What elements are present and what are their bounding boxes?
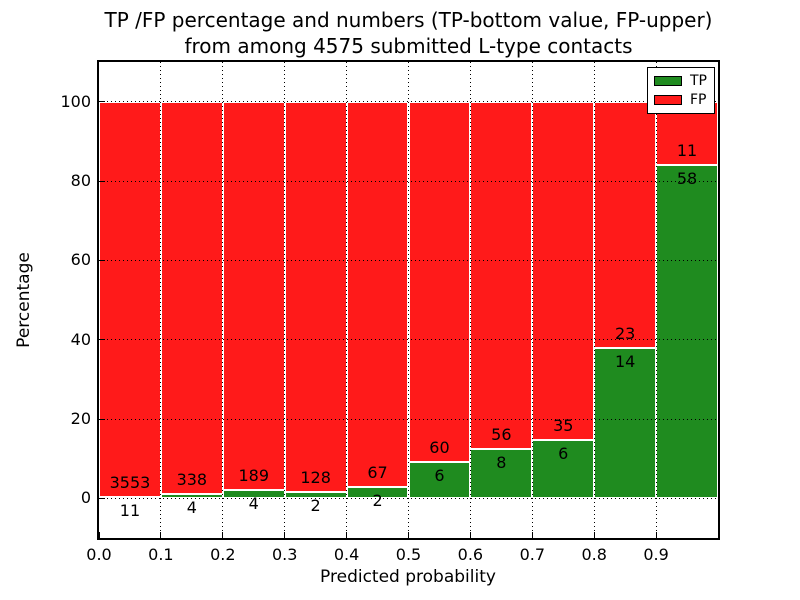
vertical-gridline xyxy=(655,62,657,538)
fp-bar-segment xyxy=(408,101,471,463)
x-tick-label: 0.8 xyxy=(581,545,607,564)
x-tick-mark xyxy=(408,532,409,538)
x-tick-mark xyxy=(346,532,348,538)
y-tick-label: 80 xyxy=(70,171,91,190)
y-tick-label: 100 xyxy=(60,91,91,111)
y-tick-mark xyxy=(99,180,105,182)
legend: TP FP xyxy=(647,67,715,114)
legend-label-fp: FP xyxy=(690,92,707,108)
fp-count-label: 23 xyxy=(614,324,636,344)
tp-bar-segment xyxy=(656,164,718,499)
fp-count-label: 189 xyxy=(238,466,270,486)
x-tick-label: 0.9 xyxy=(643,545,669,564)
plot-inner: 3553 11 338 4 189 4 128 2 67 2 60 6 56 8 35 6 23 14 11 58 xyxy=(99,62,718,538)
fp-count-label: 3553 xyxy=(109,473,151,493)
x-tick-mark xyxy=(469,532,471,538)
vertical-gridline xyxy=(222,62,224,538)
tp-count-label: 2 xyxy=(310,496,321,516)
chart-title-line-1: TP /FP percentage and numbers (TP-bottom… xyxy=(104,8,713,32)
chart-title: TP /FP percentage and numbers (TP-bottom… xyxy=(97,7,720,59)
tp-count-label: 6 xyxy=(434,466,445,486)
chart-title-line-2: from among 4575 submitted L-type contact… xyxy=(184,34,633,58)
fp-count-label: 338 xyxy=(176,469,208,489)
x-tick-mark xyxy=(531,532,533,538)
y-tick-mark xyxy=(99,418,105,420)
fp-color-swatch xyxy=(654,95,682,105)
tp-count-label: 11 xyxy=(119,501,141,521)
x-tick-label: 0.5 xyxy=(395,545,422,564)
x-tick-mark xyxy=(99,532,100,538)
tp-count-label: 14 xyxy=(614,352,636,372)
legend-entry-tp: TP xyxy=(654,74,708,88)
legend-label-tp: TP xyxy=(690,73,707,89)
x-tick-mark xyxy=(160,532,162,538)
fp-bar-segment xyxy=(99,101,161,498)
fp-bar-segment xyxy=(222,101,285,491)
x-tick-mark xyxy=(222,532,224,538)
fp-bar-segment xyxy=(594,101,657,349)
x-tick-label: 0.4 xyxy=(333,545,360,564)
fp-bar-segment xyxy=(470,101,533,449)
vertical-gridline xyxy=(593,62,595,538)
tp-count-label: 2 xyxy=(372,490,383,510)
y-tick-mark xyxy=(99,259,105,261)
fp-bar-segment xyxy=(346,101,409,487)
x-tick-label: 0.7 xyxy=(519,545,546,564)
tp-count-label: 6 xyxy=(558,444,569,464)
y-tick-mark xyxy=(99,101,105,103)
tp-bar-segment xyxy=(594,348,657,499)
x-axis-label: Predicted probability xyxy=(320,567,496,587)
y-tick-label: 60 xyxy=(70,250,91,270)
fp-count-label: 35 xyxy=(553,416,574,436)
vertical-gridline xyxy=(469,62,471,538)
plot-area: 3553 11 338 4 189 4 128 2 67 2 60 6 56 8 35 6 23 14 11 58 xyxy=(97,60,720,540)
legend-entry-fp: FP xyxy=(654,93,708,107)
x-tick-label: 0.6 xyxy=(457,545,484,564)
x-tick-label: 0.0 xyxy=(86,545,112,564)
y-tick-label: 0 xyxy=(80,488,91,508)
x-tick-mark xyxy=(284,532,286,538)
x-tick-label: 0.1 xyxy=(148,545,174,564)
x-tick-mark xyxy=(593,532,595,538)
y-tick-label: 40 xyxy=(70,329,91,349)
x-tick-label: 0.2 xyxy=(210,545,236,564)
vertical-gridline xyxy=(408,62,409,538)
fp-count-label: 56 xyxy=(491,424,512,444)
tp-color-swatch xyxy=(654,76,682,86)
vertical-gridline xyxy=(160,62,162,538)
fp-bar-segment xyxy=(160,101,223,494)
y-tick-label: 20 xyxy=(70,409,91,428)
fp-count-label: 11 xyxy=(676,140,698,160)
fp-count-label: 128 xyxy=(300,468,331,488)
tp-count-label: 4 xyxy=(186,497,197,517)
fp-count-label: 67 xyxy=(367,462,388,482)
fp-bar-segment xyxy=(284,101,347,493)
x-tick-mark xyxy=(655,532,657,538)
y-tick-mark xyxy=(99,497,105,499)
tp-count-label: 58 xyxy=(676,168,698,188)
x-tick-label: 0.3 xyxy=(271,545,298,564)
vertical-gridline xyxy=(346,62,348,538)
fp-bar-segment xyxy=(532,101,595,441)
fp-count-label: 60 xyxy=(429,438,450,458)
y-tick-mark xyxy=(99,339,105,341)
tp-count-label: 8 xyxy=(496,452,507,472)
y-axis-label: Percentage xyxy=(14,252,34,348)
vertical-gridline xyxy=(284,62,286,538)
tp-count-label: 4 xyxy=(248,494,259,514)
vertical-gridline xyxy=(531,62,533,538)
